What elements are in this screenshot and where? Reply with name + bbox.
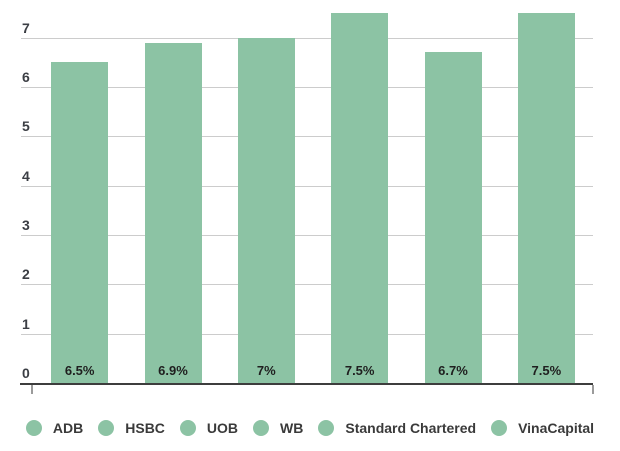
bar-value-label: 6.9% [158, 363, 188, 378]
legend-item-label: WB [280, 420, 304, 436]
axis-tick-right-icon [592, 385, 594, 394]
bar-standard-chartered[interactable] [425, 52, 482, 383]
y-axis-label: 5 [22, 118, 30, 134]
bar-vinacapital[interactable] [518, 13, 575, 383]
legend-item-vinacapital[interactable]: VinaCapital [491, 420, 594, 436]
gridline [21, 334, 593, 335]
axis-tick-left-icon [31, 385, 33, 394]
gridline [21, 284, 593, 285]
legend-circle-marker-icon [253, 420, 270, 436]
y-axis-label: 3 [22, 217, 30, 233]
legend-item-label: Standard Chartered [345, 420, 477, 436]
y-axis-label: 6 [22, 69, 30, 85]
legend-item-wb[interactable]: WB [253, 420, 303, 436]
y-axis-label: 2 [22, 266, 30, 282]
legend-item-standard-chartered[interactable]: Standard Chartered [318, 420, 476, 436]
x-axis-line [20, 383, 593, 385]
y-axis-label: 0 [22, 365, 30, 381]
legend-item-adb[interactable]: ADB [25, 420, 84, 436]
legend: ADB HSBC UOB WB Standard Chartered VinaCapita… [0, 420, 620, 436]
legend-circle-marker-icon [491, 420, 508, 436]
bar-value-label: 7.5% [531, 363, 562, 378]
bar-value-label: 6.5% [64, 363, 95, 378]
gridline [21, 38, 593, 39]
bar-value-label: 7% [256, 363, 276, 378]
legend-item-hsbc[interactable]: HSBC [98, 420, 165, 436]
bar-uob[interactable] [238, 38, 295, 383]
legend-item-label: UOB [206, 420, 239, 436]
legend-circle-marker-icon [318, 420, 335, 436]
bar-value-label: 7.5% [344, 363, 375, 378]
bar-value-label: 6.7% [438, 363, 468, 378]
legend-item-label: ADB [52, 420, 84, 436]
y-axis-label: 7 [22, 20, 30, 36]
gridline [21, 186, 593, 187]
gridline [21, 87, 593, 88]
y-axis-label: 1 [22, 316, 30, 332]
y-axis-label: 4 [22, 168, 30, 184]
legend-circle-marker-icon [98, 420, 115, 436]
legend-item-label: VinaCapital [518, 420, 595, 436]
bar-adb[interactable] [51, 62, 108, 383]
gridline [21, 136, 593, 137]
legend-item-label: HSBC [125, 420, 165, 436]
bar-hsbc[interactable] [145, 43, 202, 383]
legend-item-uob[interactable]: UOB [179, 420, 239, 436]
gridline [21, 235, 593, 236]
legend-circle-marker-icon [179, 420, 196, 436]
legend-circle-marker-icon [25, 420, 42, 436]
bar-wb[interactable] [331, 13, 388, 383]
